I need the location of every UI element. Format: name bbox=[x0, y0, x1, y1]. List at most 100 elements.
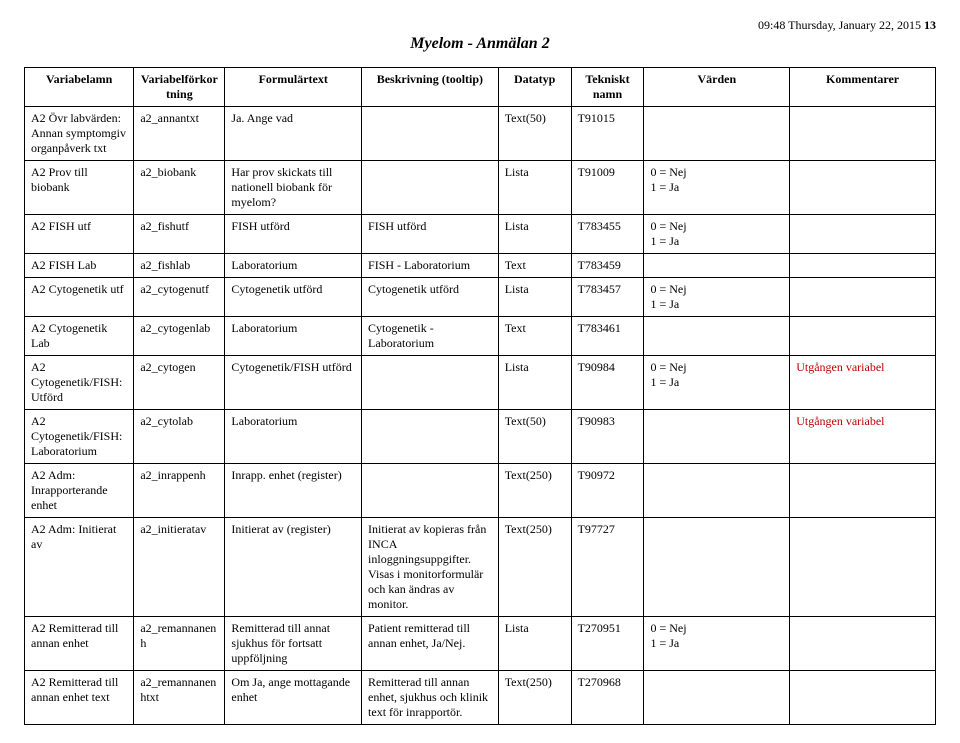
cell-c8 bbox=[790, 107, 936, 161]
cell-c7 bbox=[644, 317, 790, 356]
cell-c7: 0 = Nej1 = Ja bbox=[644, 215, 790, 254]
cell-c8 bbox=[790, 617, 936, 671]
cell-c6: T90972 bbox=[571, 464, 644, 518]
cell-c4 bbox=[362, 161, 499, 215]
cell-c2: a2_biobank bbox=[134, 161, 225, 215]
cell-c1: A2 Cytogenetik/FISH: Laboratorium bbox=[25, 410, 134, 464]
cell-c1: A2 Prov till biobank bbox=[25, 161, 134, 215]
cell-c6: T783457 bbox=[571, 278, 644, 317]
cell-c8 bbox=[790, 161, 936, 215]
cell-c3: Laboratorium bbox=[225, 317, 362, 356]
cell-c1: A2 Cytogenetik/FISH: Utförd bbox=[25, 356, 134, 410]
cell-c6: T90984 bbox=[571, 356, 644, 410]
cell-c7 bbox=[644, 518, 790, 617]
cell-c4 bbox=[362, 356, 499, 410]
cell-c5: Text bbox=[498, 317, 571, 356]
cell-c8: Utgången variabel bbox=[790, 356, 936, 410]
cell-c8 bbox=[790, 464, 936, 518]
page-title: Myelom - Anmälan 2 bbox=[24, 35, 936, 53]
cell-c8 bbox=[790, 518, 936, 617]
cell-c2: a2_cytogenlab bbox=[134, 317, 225, 356]
col-formulartext: Formulärtext bbox=[225, 68, 362, 107]
col-varden: Värden bbox=[644, 68, 790, 107]
page-number: 13 bbox=[924, 18, 936, 32]
cell-c5: Lista bbox=[498, 278, 571, 317]
cell-c3: Laboratorium bbox=[225, 410, 362, 464]
cell-c7 bbox=[644, 464, 790, 518]
cell-c3: FISH utförd bbox=[225, 215, 362, 254]
cell-c6: T270951 bbox=[571, 617, 644, 671]
cell-c3: Cytogenetik/FISH utförd bbox=[225, 356, 362, 410]
cell-c4: FISH utförd bbox=[362, 215, 499, 254]
cell-c4 bbox=[362, 410, 499, 464]
cell-c6: T783459 bbox=[571, 254, 644, 278]
table-row: A2 FISH Laba2_fishlabLaboratoriumFISH - … bbox=[25, 254, 936, 278]
cell-c4 bbox=[362, 464, 499, 518]
cell-c2: a2_cytolab bbox=[134, 410, 225, 464]
table-header-row: Variabelamn Variabelförkortning Formulär… bbox=[25, 68, 936, 107]
cell-c2: a2_fishutf bbox=[134, 215, 225, 254]
cell-c2: a2_fishlab bbox=[134, 254, 225, 278]
cell-c5: Text(50) bbox=[498, 410, 571, 464]
cell-c1: A2 Övr labvärden: Annan symptomgiv organ… bbox=[25, 107, 134, 161]
cell-c8 bbox=[790, 278, 936, 317]
cell-c8 bbox=[790, 254, 936, 278]
cell-c3: Har prov skickats till nationell biobank… bbox=[225, 161, 362, 215]
cell-c4: Initierat av kopieras från INCA inloggni… bbox=[362, 518, 499, 617]
cell-c2: a2_inrappenh bbox=[134, 464, 225, 518]
cell-c3: Cytogenetik utförd bbox=[225, 278, 362, 317]
cell-c2: a2_initieratav bbox=[134, 518, 225, 617]
cell-c4 bbox=[362, 107, 499, 161]
cell-c8 bbox=[790, 317, 936, 356]
variables-table: Variabelamn Variabelförkortning Formulär… bbox=[24, 67, 936, 725]
cell-c5: Text(50) bbox=[498, 107, 571, 161]
cell-c1: A2 Remitterad till annan enhet bbox=[25, 617, 134, 671]
cell-c7: 0 = Nej1 = Ja bbox=[644, 617, 790, 671]
cell-c5: Text(250) bbox=[498, 518, 571, 617]
cell-c5: Lista bbox=[498, 215, 571, 254]
cell-c5: Lista bbox=[498, 617, 571, 671]
cell-c3: Laboratorium bbox=[225, 254, 362, 278]
cell-c1: A2 FISH utf bbox=[25, 215, 134, 254]
cell-c7 bbox=[644, 254, 790, 278]
timestamp-text: 09:48 Thursday, January 22, 2015 bbox=[758, 18, 921, 32]
cell-c1: A2 Adm: Inrapporterande enhet bbox=[25, 464, 134, 518]
col-variabelforkortning: Variabelförkortning bbox=[134, 68, 225, 107]
table-row: A2 Adm: Inrapporterande enheta2_inrappen… bbox=[25, 464, 936, 518]
cell-c8: Utgången variabel bbox=[790, 410, 936, 464]
cell-c4: FISH - Laboratorium bbox=[362, 254, 499, 278]
cell-c8 bbox=[790, 215, 936, 254]
cell-c7 bbox=[644, 107, 790, 161]
table-row: A2 Cytogenetik Laba2_cytogenlabLaborator… bbox=[25, 317, 936, 356]
cell-c4: Patient remitterad till annan enhet, Ja/… bbox=[362, 617, 499, 671]
cell-c6: T783461 bbox=[571, 317, 644, 356]
cell-c2: a2_remannanenh bbox=[134, 617, 225, 671]
cell-c4: Cytogenetik - Laboratorium bbox=[362, 317, 499, 356]
cell-c1: A2 FISH Lab bbox=[25, 254, 134, 278]
cell-c3: Ja. Ange vad bbox=[225, 107, 362, 161]
cell-c3: Inrapp. enhet (register) bbox=[225, 464, 362, 518]
cell-c1: A2 Cytogenetik utf bbox=[25, 278, 134, 317]
cell-c6: T90983 bbox=[571, 410, 644, 464]
col-datatyp: Datatyp bbox=[498, 68, 571, 107]
cell-c7: 0 = Nej1 = Ja bbox=[644, 278, 790, 317]
col-kommentarer: Kommentarer bbox=[790, 68, 936, 107]
table-row: A2 Adm: Initierat ava2_initieratavInitie… bbox=[25, 518, 936, 617]
cell-c6: T97727 bbox=[571, 518, 644, 617]
col-variabelamn: Variabelamn bbox=[25, 68, 134, 107]
cell-c3: Initierat av (register) bbox=[225, 518, 362, 617]
cell-c6: T91009 bbox=[571, 161, 644, 215]
cell-c6: T783455 bbox=[571, 215, 644, 254]
cell-c2: a2_cytogen bbox=[134, 356, 225, 410]
table-row: A2 Övr labvärden: Annan symptomgiv organ… bbox=[25, 107, 936, 161]
table-row: A2 Cytogenetik utfa2_cytogenutfCytogenet… bbox=[25, 278, 936, 317]
table-row: A2 FISH utfa2_fishutfFISH utfördFISH utf… bbox=[25, 215, 936, 254]
col-beskrivning: Beskrivning (tooltip) bbox=[362, 68, 499, 107]
page-timestamp: 09:48 Thursday, January 22, 2015 13 bbox=[24, 18, 936, 33]
cell-c2: a2_cytogenutf bbox=[134, 278, 225, 317]
cell-c5: Lista bbox=[498, 356, 571, 410]
cell-c7 bbox=[644, 410, 790, 464]
cell-c5: Text bbox=[498, 254, 571, 278]
cell-c3: Remitterad till annat sjukhus för fortsa… bbox=[225, 617, 362, 671]
cell-c5: Lista bbox=[498, 161, 571, 215]
